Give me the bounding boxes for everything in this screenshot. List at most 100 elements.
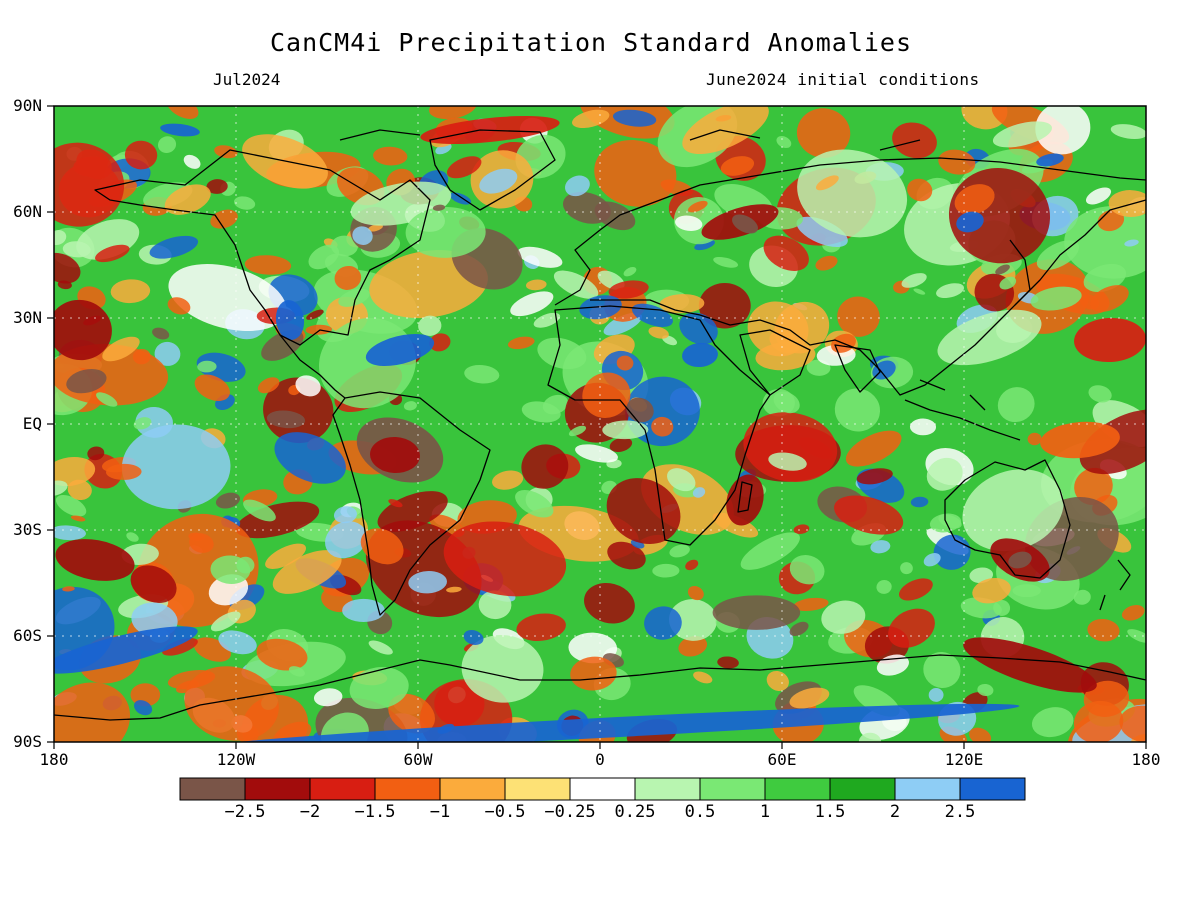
madagascar-coast [737, 481, 753, 513]
lat-label-90s: 90S [13, 732, 42, 751]
anomaly-patch [133, 417, 152, 430]
north-america-coast [94, 149, 431, 346]
colorbar-label: 2 [889, 802, 901, 822]
anomaly-patch [105, 463, 142, 480]
anomaly-patch [796, 216, 848, 248]
anomaly-patch [606, 478, 681, 545]
central-america-coast [279, 334, 346, 399]
anomaly-patch [694, 239, 715, 251]
anomaly-patch [54, 626, 198, 674]
anomaly-patch [305, 324, 333, 335]
anomaly-patch [821, 600, 866, 634]
anomaly-patch [149, 235, 199, 259]
anomaly-patch [95, 244, 130, 263]
anomaly-patch [870, 540, 891, 554]
anomaly-patch [478, 590, 512, 620]
anomaly-patch [157, 136, 177, 154]
anomaly-patch [740, 532, 800, 570]
anomaly-patch [525, 279, 547, 291]
anomaly-patch [517, 246, 563, 268]
anomaly-patch [446, 586, 462, 593]
anomaly-patch [713, 256, 739, 268]
lon-label-180w: 180 [39, 750, 69, 769]
anomaly-patch [766, 670, 789, 691]
colorbar-swatch [309, 777, 376, 801]
anomaly-patch [789, 687, 830, 709]
anomaly-patch [1121, 605, 1145, 621]
anomaly-patch [443, 521, 567, 597]
anomaly-patch [789, 621, 809, 636]
anomaly-patch [184, 666, 279, 741]
lat-label-30s: 30S [13, 520, 42, 539]
anomaly-patch [492, 470, 524, 490]
colorbar-label: 0.5 [684, 802, 716, 822]
anomaly-patch [325, 521, 367, 559]
anomaly-patch [154, 341, 181, 366]
anomaly-patch [449, 192, 472, 205]
anomaly-patch [368, 640, 393, 655]
anomaly-patch [872, 360, 896, 380]
anomaly-patch [463, 630, 484, 645]
colorbar-label: −2.5 [224, 802, 266, 822]
anomaly-patch [194, 374, 230, 401]
arctic-islands-coast [339, 129, 921, 151]
colorbar-swatch [374, 777, 441, 801]
anomaly-patch [923, 651, 961, 688]
anomaly-patch [607, 541, 646, 570]
anomaly-patch [815, 255, 838, 271]
anomaly-patch [594, 140, 677, 207]
anomaly-patch [338, 288, 370, 307]
anomaly-patch [206, 179, 228, 194]
anomaly-patch [977, 683, 994, 697]
anomaly-patch [54, 252, 81, 284]
anomaly-patch [773, 391, 800, 414]
graticule [54, 106, 1146, 742]
arabia-coast [739, 329, 811, 396]
anomaly-patch [763, 235, 809, 271]
anomaly-patch [720, 156, 755, 176]
anomaly-patch [533, 312, 561, 328]
anomaly-patch [997, 387, 1035, 423]
anomaly-patch [969, 727, 992, 742]
colorbar-label: 1.5 [814, 802, 846, 822]
anomaly-patch [992, 121, 1052, 148]
anomaly-patch [913, 288, 926, 295]
anomaly-patch [168, 264, 287, 331]
anomaly-patch [96, 392, 118, 407]
anomaly-patch [215, 492, 241, 509]
anomaly-patch [582, 372, 631, 418]
anomaly-patch [892, 122, 937, 159]
anomaly-patch [789, 555, 825, 585]
lon-label-0: 0 [595, 750, 605, 769]
anomaly-patch [367, 224, 383, 232]
map-ticks [47, 105, 1147, 749]
anomaly-patch [888, 608, 935, 648]
anomaly-patch [1073, 700, 1124, 742]
anomaly-patch [1008, 551, 1032, 569]
anomaly-patch [1074, 317, 1146, 363]
anomaly-patch [553, 270, 599, 299]
anomaly-patch [717, 656, 739, 669]
anomaly-patch [616, 355, 634, 371]
anomaly-patch [429, 106, 477, 120]
anomaly-patch [352, 226, 373, 245]
antarctica-coast [54, 654, 1146, 721]
colorbar-swatch [959, 777, 1026, 801]
anomaly-patch [377, 491, 448, 532]
anomaly-patch [521, 444, 569, 489]
anomaly-patch [166, 106, 199, 119]
anomaly-patch [837, 296, 880, 337]
colorbar-swatch [699, 777, 766, 801]
anomaly-patch [682, 106, 769, 155]
anomaly-patch [521, 401, 561, 423]
anomaly-patch [1064, 206, 1146, 279]
anomaly-patch [432, 204, 446, 211]
anomaly-patch [1110, 124, 1146, 140]
anomaly-patch [909, 418, 937, 436]
anomaly-patch [568, 425, 587, 437]
anomaly-patch [644, 606, 682, 640]
anomaly-patch [797, 149, 908, 238]
anomaly-patch [900, 562, 913, 575]
anomaly-patch [845, 430, 902, 467]
anomaly-patch [712, 512, 759, 538]
